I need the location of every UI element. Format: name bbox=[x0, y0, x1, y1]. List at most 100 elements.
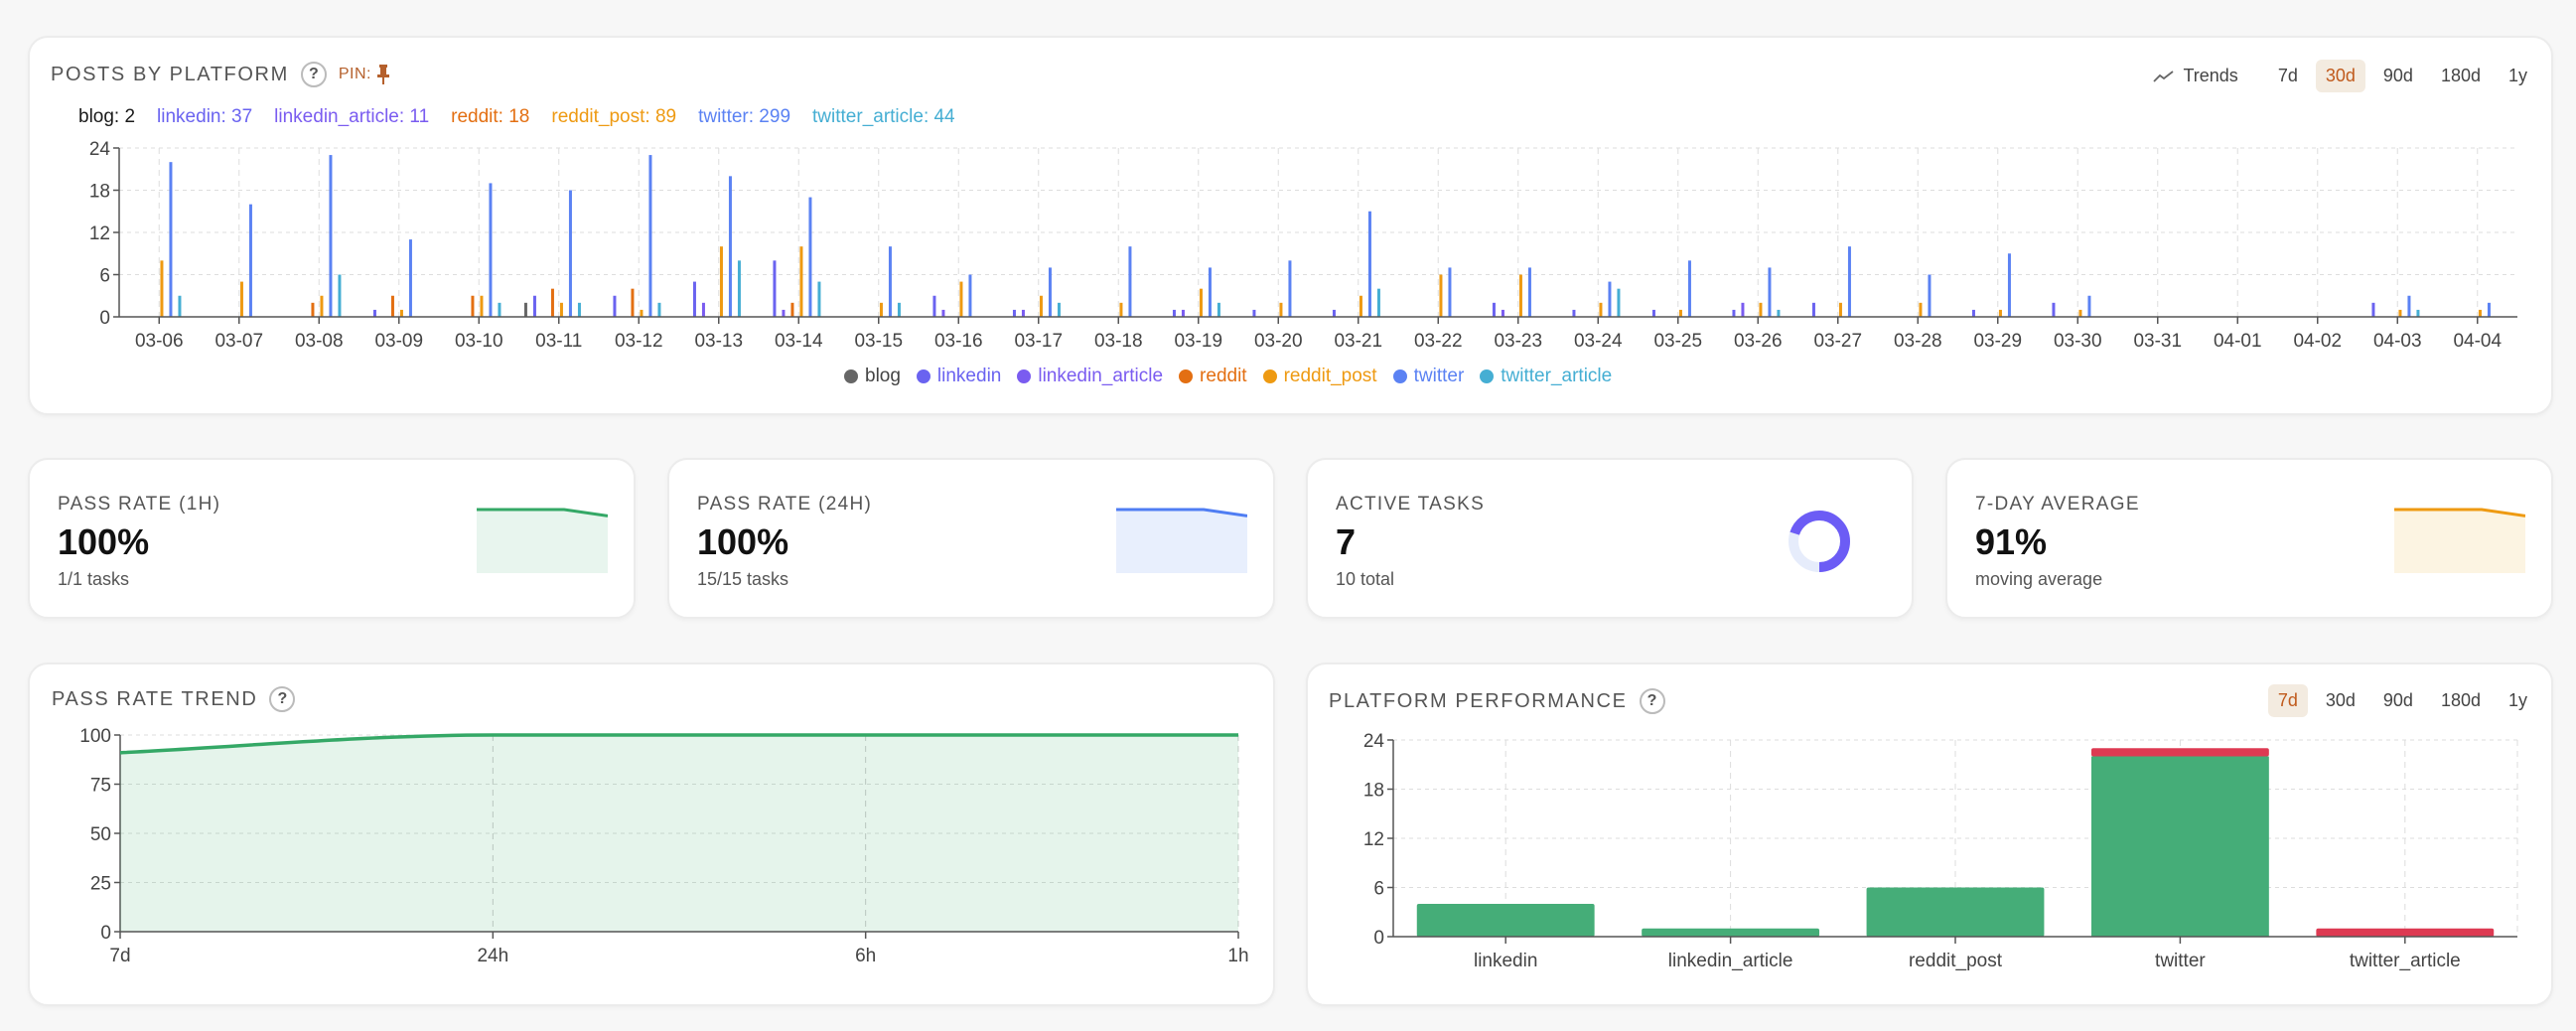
bar-reddit_post[interactable] bbox=[719, 246, 723, 317]
bar-twitter[interactable] bbox=[728, 176, 732, 317]
bar-reddit_post[interactable] bbox=[2478, 309, 2482, 317]
bar-reddit[interactable] bbox=[311, 302, 315, 317]
legend-item-twitter[interactable]: twitter bbox=[1392, 366, 1464, 387]
bar-reddit_post[interactable] bbox=[1199, 288, 1203, 317]
bar-twitter[interactable] bbox=[1687, 260, 1691, 317]
bar-reddit_post[interactable] bbox=[1599, 302, 1603, 317]
bar-twitter[interactable] bbox=[169, 162, 173, 317]
bar-reddit_post[interactable] bbox=[160, 260, 164, 317]
bar-reddit_post[interactable] bbox=[1678, 309, 1682, 317]
help-icon[interactable]: ? bbox=[269, 686, 296, 712]
bar-linkedin[interactable] bbox=[932, 295, 936, 317]
bar-reddit_post[interactable] bbox=[239, 281, 243, 317]
bar-linkedin_article[interactable] bbox=[1021, 309, 1025, 317]
bar-twitter-failed[interactable] bbox=[2090, 748, 2269, 757]
bar-twitter_article[interactable] bbox=[817, 281, 821, 317]
bar-reddit_post[interactable] bbox=[1039, 295, 1043, 317]
bar-reddit_post[interactable] bbox=[1518, 274, 1522, 318]
legend-item-reddit_post[interactable]: reddit_post bbox=[1262, 366, 1377, 387]
bar-reddit[interactable] bbox=[631, 288, 635, 317]
bar-twitter[interactable] bbox=[2007, 253, 2011, 317]
legend-item-reddit[interactable]: reddit bbox=[1179, 366, 1247, 387]
bar-linkedin[interactable] bbox=[1012, 309, 1016, 317]
bar-twitter[interactable] bbox=[1367, 211, 1371, 317]
bar-linkedin_article[interactable] bbox=[701, 302, 705, 317]
legend-item-linkedin_article[interactable]: linkedin_article bbox=[1017, 366, 1163, 387]
bar-twitter[interactable] bbox=[2087, 295, 2091, 317]
bar-reddit_post[interactable] bbox=[2398, 309, 2402, 317]
bar-twitter[interactable] bbox=[489, 183, 493, 317]
bar-linkedin_article[interactable] bbox=[1741, 302, 1745, 317]
bar-reddit[interactable] bbox=[790, 302, 794, 317]
bar-twitter[interactable] bbox=[1288, 260, 1292, 317]
bar-twitter[interactable] bbox=[568, 190, 572, 318]
bar-twitter_article[interactable] bbox=[178, 295, 182, 317]
bar-reddit_post[interactable] bbox=[1279, 302, 1283, 317]
bar-twitter[interactable] bbox=[1768, 267, 1772, 317]
bar-reddit_post[interactable] bbox=[480, 295, 484, 317]
bar-twitter-passed[interactable] bbox=[2090, 756, 2269, 938]
legend-item-blog[interactable]: blog bbox=[844, 366, 901, 387]
bar-linkedin[interactable] bbox=[613, 295, 617, 317]
bar-reddit_post[interactable] bbox=[1359, 295, 1362, 317]
bar-reddit_post[interactable] bbox=[1119, 302, 1123, 317]
bar-reddit[interactable] bbox=[550, 288, 554, 317]
period-90d-button[interactable]: 90d bbox=[2382, 66, 2413, 85]
bar-twitter[interactable] bbox=[968, 274, 972, 318]
bar-twitter[interactable] bbox=[2407, 295, 2411, 317]
bar-linkedin[interactable] bbox=[1252, 309, 1256, 317]
bar-reddit_post[interactable] bbox=[559, 302, 563, 317]
bar-linkedin[interactable] bbox=[2371, 302, 2375, 317]
bar-twitter_article[interactable] bbox=[577, 302, 581, 317]
bar-reddit_post[interactable] bbox=[320, 295, 324, 317]
bar-linkedin[interactable] bbox=[1172, 309, 1176, 317]
period-1y-button[interactable]: 1y bbox=[2507, 66, 2527, 85]
bar-reddit[interactable] bbox=[471, 295, 475, 317]
bar-twitter[interactable] bbox=[1527, 267, 1531, 317]
bar-reddit_post[interactable] bbox=[1838, 302, 1842, 317]
bar-twitter_article-failed[interactable] bbox=[2316, 928, 2495, 937]
bar-twitter_article[interactable] bbox=[897, 302, 901, 317]
bar-twitter_article[interactable] bbox=[1057, 302, 1061, 317]
period-30d-button[interactable]: 30d bbox=[2325, 690, 2356, 710]
bar-twitter[interactable] bbox=[1128, 246, 1132, 317]
period-90d-button[interactable]: 90d bbox=[2382, 690, 2413, 710]
bar-linkedin_article-passed[interactable] bbox=[1642, 928, 1820, 937]
help-icon[interactable]: ? bbox=[1639, 688, 1665, 714]
bar-linkedin-passed[interactable] bbox=[1416, 904, 1595, 937]
trends-toggle[interactable]: Trends bbox=[2153, 66, 2238, 86]
bar-twitter_article[interactable] bbox=[1777, 309, 1781, 317]
bar-linkedin[interactable] bbox=[1492, 302, 1496, 317]
pin-control[interactable]: PIN: bbox=[339, 64, 391, 85]
bar-linkedin[interactable] bbox=[1811, 302, 1815, 317]
bar-reddit_post[interactable] bbox=[1998, 309, 2002, 317]
bar-twitter_article[interactable] bbox=[1216, 302, 1220, 317]
bar-reddit_post[interactable] bbox=[959, 281, 963, 317]
bar-linkedin[interactable] bbox=[692, 281, 696, 317]
bar-reddit_post[interactable] bbox=[1919, 302, 1923, 317]
bar-reddit[interactable] bbox=[390, 295, 394, 317]
bar-twitter[interactable] bbox=[648, 155, 652, 317]
bar-twitter[interactable] bbox=[329, 155, 333, 317]
bar-reddit_post-passed[interactable] bbox=[1866, 887, 2045, 938]
bar-linkedin_article[interactable] bbox=[941, 309, 945, 317]
bar-twitter[interactable] bbox=[1048, 267, 1052, 317]
bar-reddit_post[interactable] bbox=[640, 309, 644, 317]
bar-linkedin[interactable] bbox=[1732, 309, 1736, 317]
bar-linkedin[interactable] bbox=[372, 309, 376, 317]
bar-twitter[interactable] bbox=[1208, 267, 1212, 317]
bar-twitter[interactable] bbox=[248, 204, 252, 317]
bar-twitter_article[interactable] bbox=[657, 302, 661, 317]
bar-linkedin_article[interactable] bbox=[1501, 309, 1504, 317]
bar-linkedin[interactable] bbox=[1332, 309, 1336, 317]
bar-twitter[interactable] bbox=[1847, 246, 1851, 317]
bar-twitter[interactable] bbox=[408, 239, 412, 317]
bar-twitter_article[interactable] bbox=[498, 302, 501, 317]
bar-blog[interactable] bbox=[523, 302, 527, 317]
bar-twitter[interactable] bbox=[888, 246, 892, 317]
bar-reddit_post[interactable] bbox=[1439, 274, 1443, 318]
bar-twitter[interactable] bbox=[2487, 302, 2491, 317]
bar-linkedin[interactable] bbox=[532, 295, 536, 317]
bar-linkedin[interactable] bbox=[1971, 309, 1975, 317]
bar-twitter[interactable] bbox=[1928, 274, 1932, 318]
